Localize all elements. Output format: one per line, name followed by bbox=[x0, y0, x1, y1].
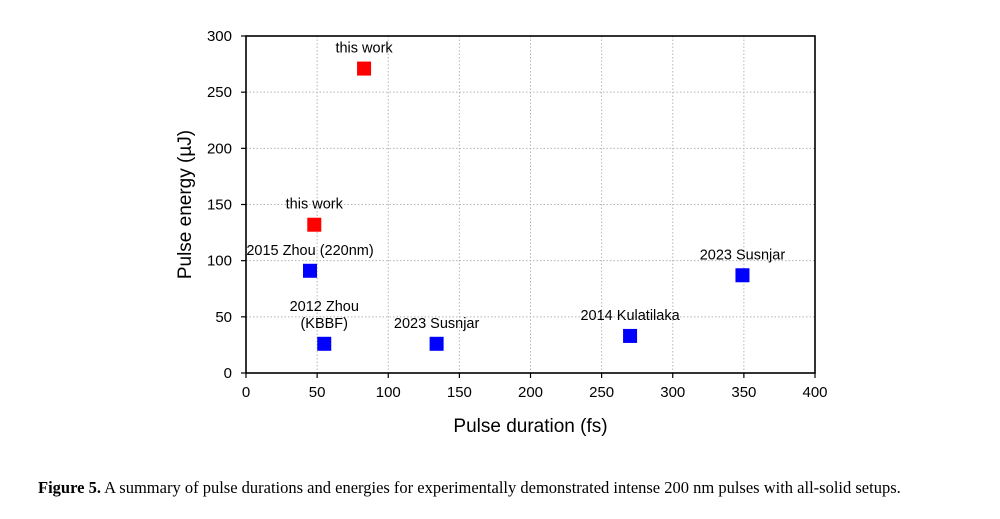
x-tick-label: 250 bbox=[589, 384, 614, 401]
x-tick-label: 150 bbox=[447, 384, 472, 401]
y-tick-label: 0 bbox=[224, 365, 232, 382]
data-point bbox=[429, 336, 444, 351]
data-point-label: this work bbox=[335, 41, 393, 57]
x-tick-label: 200 bbox=[518, 384, 543, 401]
x-tick-label: 0 bbox=[242, 384, 250, 401]
y-tick-label: 150 bbox=[207, 197, 232, 214]
y-tick-label: 250 bbox=[207, 84, 232, 101]
y-tick-label: 50 bbox=[215, 309, 232, 326]
data-point bbox=[317, 336, 332, 351]
data-point-label: 2023 Susnjar bbox=[700, 247, 786, 263]
figure-caption: Figure 5. A summary of pulse durations a… bbox=[38, 478, 978, 498]
data-points: this work this work 2015 Zhou (220nm) 2012 … bbox=[246, 41, 785, 351]
data-point-label: 2023 Susnjar bbox=[394, 316, 480, 332]
y-tick-label: 300 bbox=[207, 28, 232, 45]
data-point-label: 2014 Kulatilaka bbox=[580, 308, 680, 324]
y-axis-title: Pulse energy (µJ) bbox=[175, 130, 196, 279]
caption-text: A summary of pulse durations and energie… bbox=[100, 478, 901, 497]
data-point-label: this work bbox=[286, 197, 344, 213]
data-point bbox=[623, 328, 638, 343]
x-tick-label: 300 bbox=[660, 384, 685, 401]
data-point bbox=[307, 217, 322, 232]
data-point-label: 2015 Zhou (220nm) bbox=[246, 243, 373, 259]
x-tick-label: 50 bbox=[309, 384, 326, 401]
grid bbox=[246, 36, 815, 373]
y-tick-label: 200 bbox=[207, 140, 232, 157]
data-point-label: (KBBF) bbox=[300, 316, 348, 332]
scatter-chart: 0 50 100 150 200 250 300 350 400 0 50 100 150 200 250 3… bbox=[175, 28, 828, 437]
axis-ticks: 0 50 100 150 200 250 300 350 400 0 50 100 150 200 250 3… bbox=[207, 28, 828, 401]
y-tick-label: 100 bbox=[207, 253, 232, 270]
data-point bbox=[357, 61, 372, 76]
x-tick-label: 100 bbox=[376, 384, 401, 401]
data-point bbox=[303, 263, 318, 278]
data-point-label: 2012 Zhou bbox=[290, 299, 359, 315]
data-point bbox=[735, 268, 750, 283]
x-tick-label: 400 bbox=[802, 384, 827, 401]
x-tick-label: 350 bbox=[731, 384, 756, 401]
caption-lead: Figure 5. bbox=[38, 478, 101, 497]
x-axis-title: Pulse duration (fs) bbox=[453, 416, 607, 437]
